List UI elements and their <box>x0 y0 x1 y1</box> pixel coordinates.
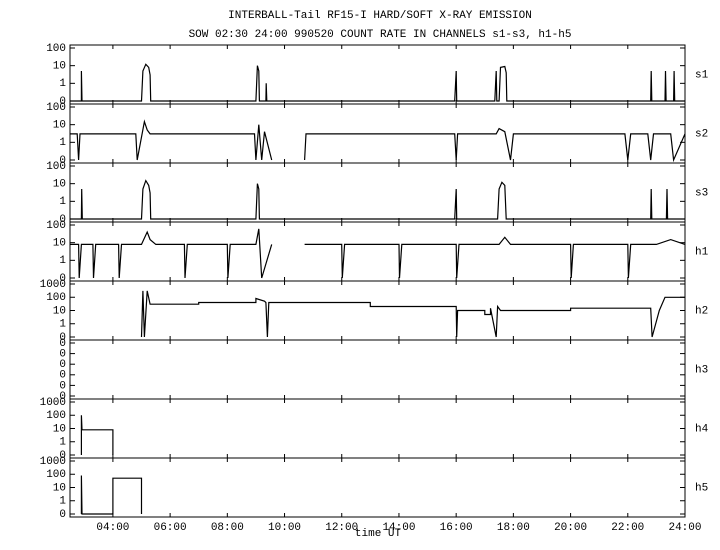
y-tick-label: 10 <box>53 238 66 250</box>
y-tick-label: 1000 <box>40 279 66 291</box>
y-tick-label: 0 <box>59 332 66 344</box>
panel-label: s1 <box>695 69 709 81</box>
panel-label: h4 <box>695 423 709 435</box>
y-tick-label: 1 <box>59 437 66 449</box>
panel-label: s2 <box>695 128 708 140</box>
x-tick-label: 10:00 <box>268 522 301 534</box>
y-tick-label: 0 <box>59 349 66 361</box>
y-tick-label: 0 <box>59 359 66 371</box>
data-line <box>80 475 143 515</box>
x-tick-label: 22:00 <box>611 522 644 534</box>
y-tick-label: 100 <box>46 102 66 114</box>
y-tick-label: 10 <box>53 305 66 317</box>
y-tick-label: 10 <box>53 179 66 191</box>
x-tick-label: 12:00 <box>325 522 358 534</box>
data-line <box>70 228 686 279</box>
y-tick-label: 0 <box>59 391 66 403</box>
y-tick-label: 1 <box>59 496 66 508</box>
data-line <box>140 290 685 338</box>
y-tick-label: 1 <box>59 196 66 208</box>
y-tick-label: 100 <box>46 43 66 55</box>
panel-label: s3 <box>695 187 708 199</box>
data-line <box>80 415 114 455</box>
y-tick-label: 100 <box>46 220 66 232</box>
y-tick-label: 1000 <box>40 456 66 468</box>
data-line <box>70 119 686 163</box>
y-tick-label: 0 <box>59 370 66 382</box>
y-tick-label: 0 <box>59 214 66 226</box>
y-tick-label: 10 <box>53 482 66 494</box>
y-tick-label: 1 <box>59 78 66 90</box>
y-tick-label: 0 <box>59 96 66 108</box>
y-tick-label: 1 <box>59 137 66 149</box>
x-tick-label: 14:00 <box>382 522 415 534</box>
chart-title: INTERBALL-Tail RF15-I HARD/SOFT X-RAY EM… <box>228 10 532 22</box>
x-tick-label: 04:00 <box>96 522 129 534</box>
y-tick-label: 0 <box>59 338 66 350</box>
data-line <box>70 179 685 220</box>
y-tick-label: 100 <box>46 292 66 304</box>
y-tick-label: 0 <box>59 380 66 392</box>
x-tick-label: 06:00 <box>154 522 187 534</box>
y-tick-label: 0 <box>59 273 66 285</box>
panel-label: h1 <box>695 246 709 258</box>
y-tick-label: 1000 <box>40 397 66 409</box>
y-tick-label: 1 <box>59 255 66 267</box>
panel-label: h5 <box>695 482 708 494</box>
x-tick-label: 20:00 <box>554 522 587 534</box>
y-tick-label: 1 <box>59 319 66 331</box>
x-axis-label: time UT <box>355 528 402 540</box>
x-tick-label: 24:00 <box>668 522 701 534</box>
x-tick-label: 16:00 <box>440 522 473 534</box>
y-tick-label: 0 <box>59 450 66 462</box>
panel-label: h3 <box>695 364 708 376</box>
y-tick-label: 0 <box>59 155 66 167</box>
data-line <box>70 63 685 102</box>
y-tick-label: 10 <box>53 61 66 73</box>
y-tick-label: 100 <box>46 410 66 422</box>
x-tick-label: 18:00 <box>497 522 530 534</box>
y-tick-label: 10 <box>53 423 66 435</box>
panel-label: h2 <box>695 305 708 317</box>
y-tick-label: 100 <box>46 469 66 481</box>
chart-subtitle: SOW 02:30 24:00 990520 COUNT RATE IN CHA… <box>189 29 572 41</box>
y-tick-label: 100 <box>46 161 66 173</box>
y-tick-label: 0 <box>59 509 66 521</box>
x-tick-label: 08:00 <box>211 522 244 534</box>
y-tick-label: 10 <box>53 120 66 132</box>
